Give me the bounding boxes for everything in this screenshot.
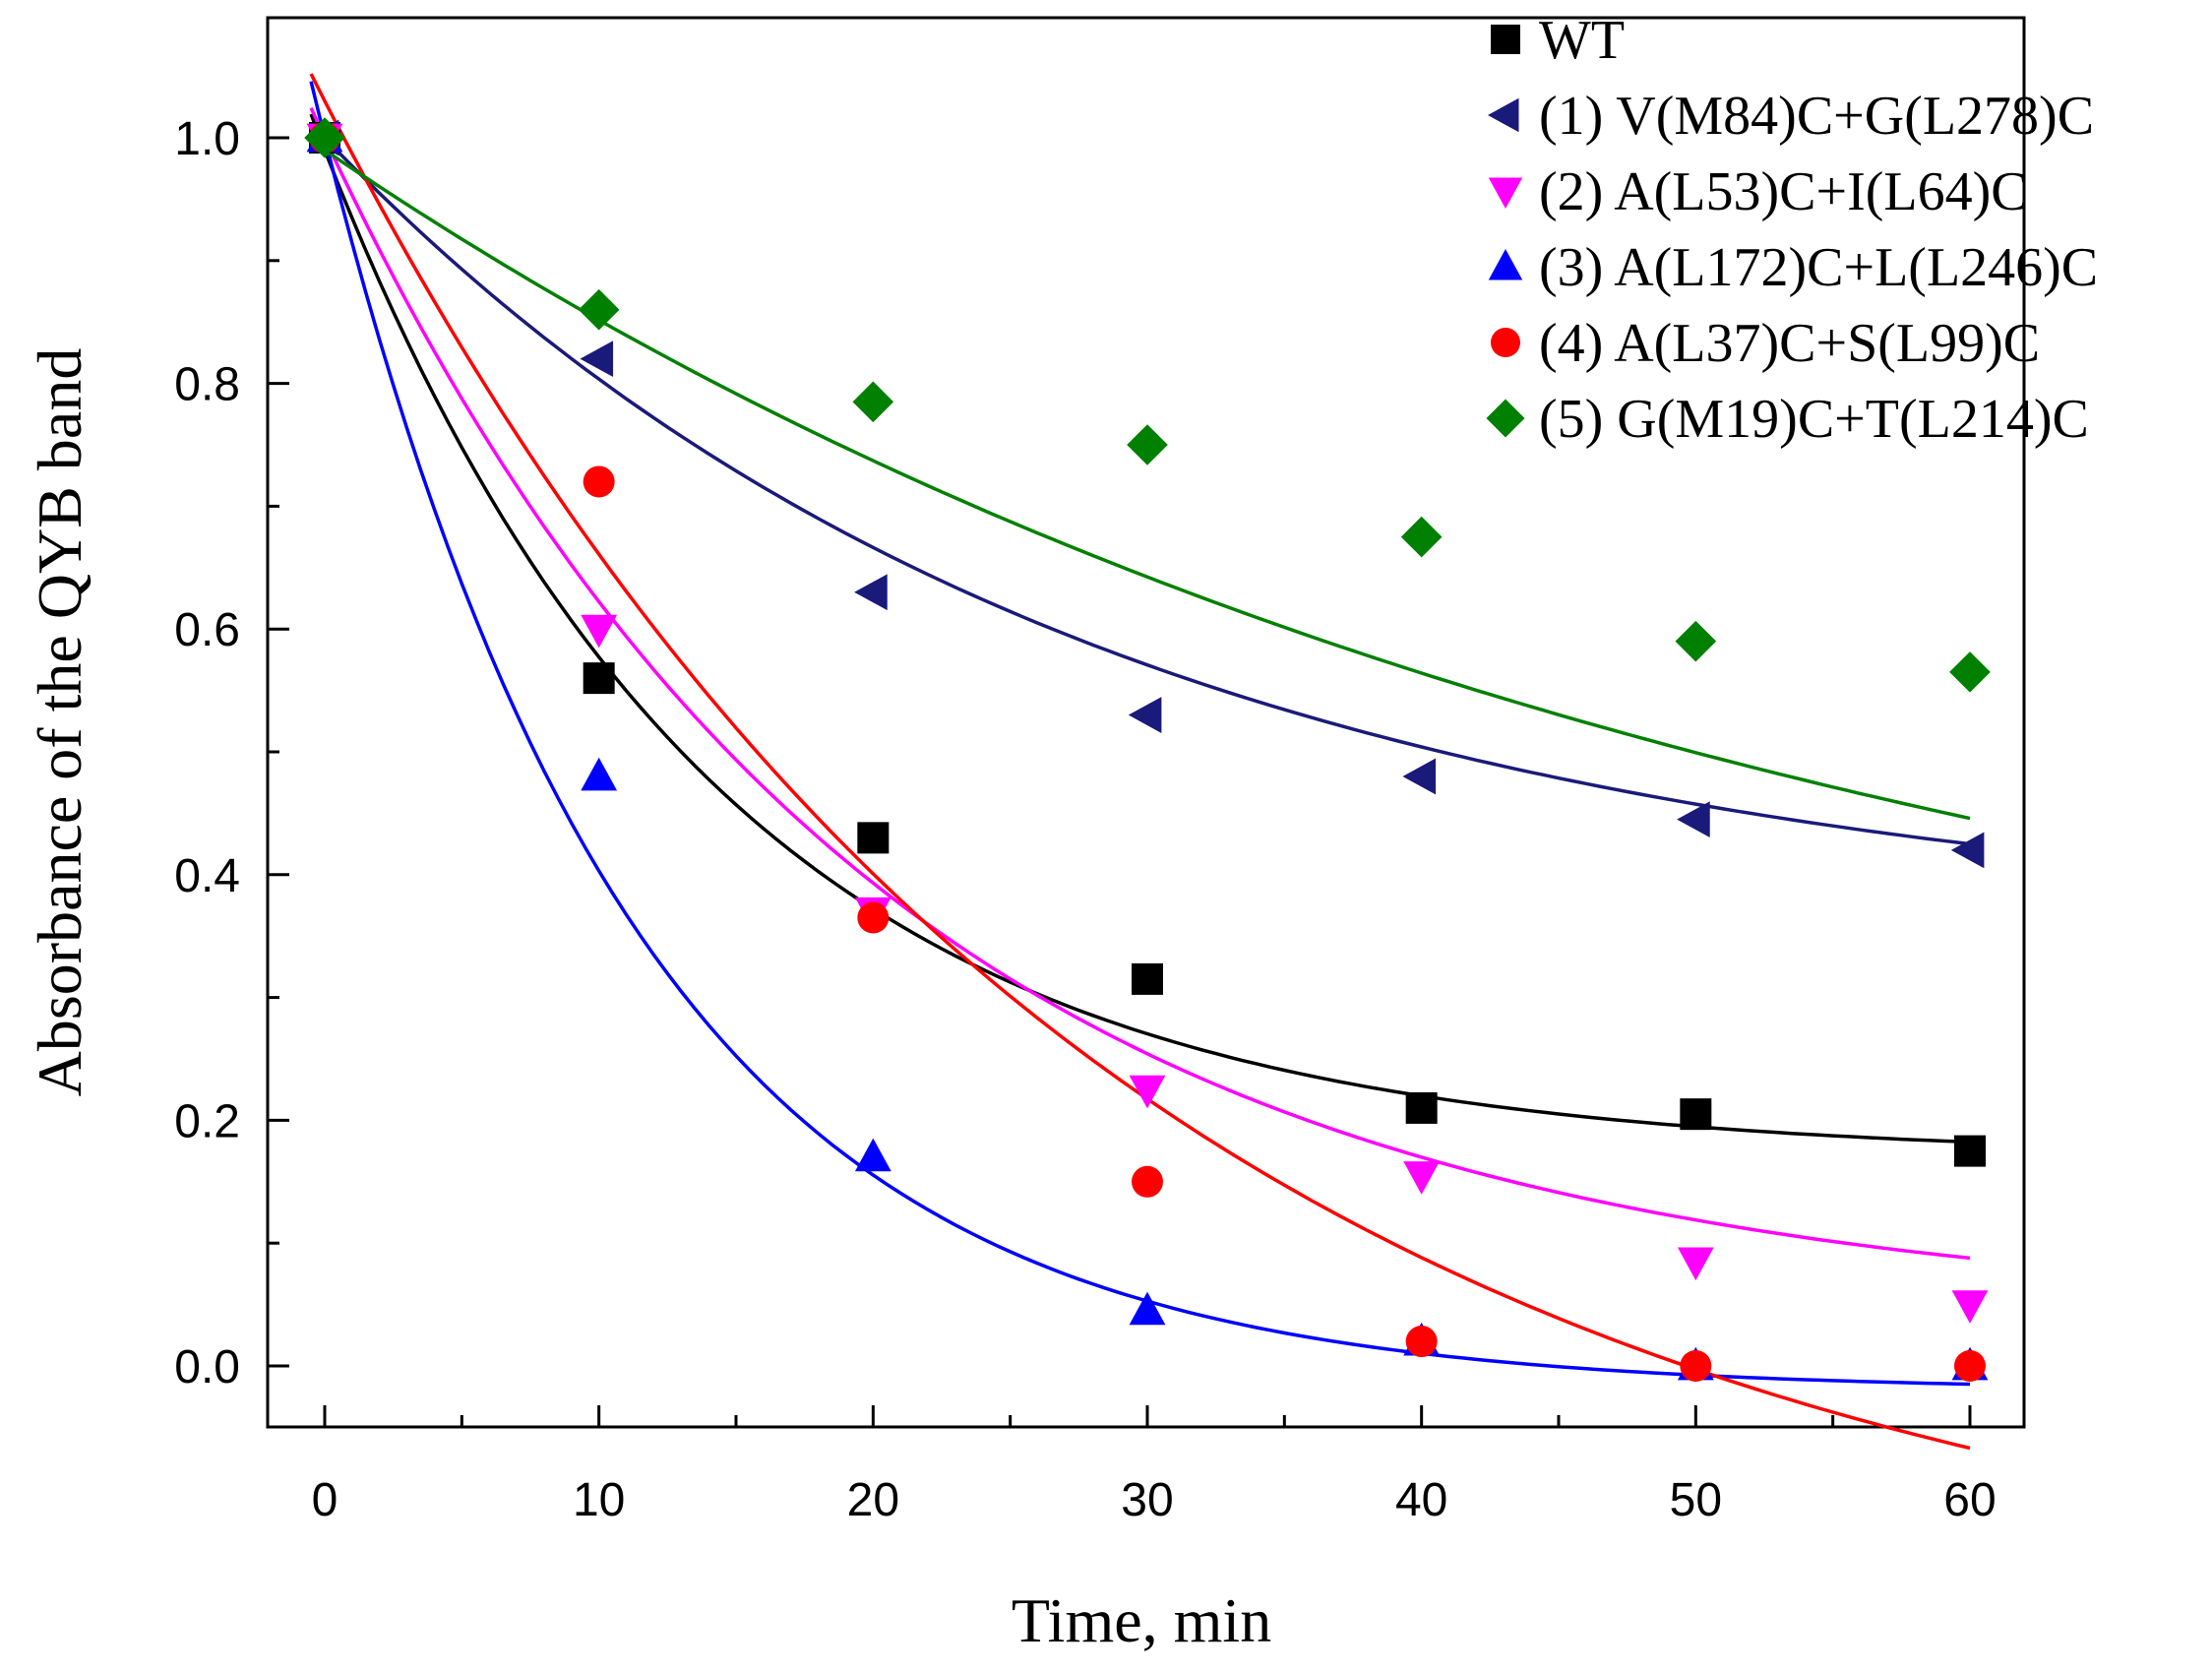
- legend-marker: [1486, 399, 1525, 438]
- data-point-series-0: [1680, 1098, 1712, 1131]
- data-markers: [304, 117, 1991, 1382]
- legend-label: (1) V(M84)C+G(L278)C: [1539, 86, 2094, 147]
- data-point-series-5: [1400, 516, 1443, 558]
- legend-label: (3) A(L172)C+L(L246)C: [1539, 237, 2098, 298]
- data-point-series-1: [580, 341, 614, 378]
- legend-marker: [1488, 97, 1519, 133]
- data-point-series-3: [581, 757, 618, 791]
- data-point-series-1: [1402, 758, 1437, 795]
- data-point-series-2: [1677, 1247, 1714, 1281]
- x-tick-label: 60: [1943, 1474, 1996, 1526]
- data-point-series-2: [1403, 1161, 1441, 1195]
- data-point-series-5: [1949, 651, 1991, 693]
- y-tick-labels: 0.0 0.2 0.4 0.6 0.8 1.0: [174, 113, 240, 1393]
- legend-marker: [1491, 25, 1520, 54]
- data-point-series-0: [1405, 1091, 1438, 1124]
- y-axis-title: Absorbance of the QYB band: [25, 348, 94, 1097]
- x-tick-label: 50: [1670, 1474, 1722, 1526]
- x-tick-labels: 0 10 20 30 40 50 60: [312, 1474, 1997, 1526]
- y-tick-label: 0.6: [174, 604, 240, 656]
- data-point-series-2: [581, 614, 618, 649]
- fit-line-series-2: [309, 106, 1971, 1261]
- y-tick-label: 0.4: [174, 850, 240, 902]
- legend-marker: [1491, 328, 1520, 357]
- data-point-series-1: [854, 574, 888, 611]
- legend-marker: [1488, 177, 1523, 209]
- fit-line-series-1: [309, 122, 1971, 846]
- data-point-series-4: [1405, 1326, 1438, 1358]
- y-tick-label: 0.8: [174, 359, 240, 411]
- y-tick-label: 0.2: [174, 1095, 240, 1147]
- legend-label: (2) A(L53)C+I(L64)C: [1539, 161, 2028, 222]
- data-point-series-1: [1128, 697, 1162, 733]
- data-point-series-0: [857, 822, 890, 854]
- data-point-series-4: [1680, 1350, 1712, 1382]
- data-point-series-4: [583, 465, 615, 498]
- data-point-series-5: [578, 288, 620, 331]
- y-tick-label: 1.0: [174, 113, 240, 165]
- x-axis-title: Time, min: [1012, 1585, 1271, 1655]
- data-point-series-5: [1675, 620, 1717, 662]
- data-point-series-4: [1954, 1350, 1986, 1382]
- data-point-series-0: [1132, 962, 1163, 995]
- data-point-series-1: [1950, 832, 1985, 869]
- ticks: [268, 136, 1972, 1427]
- x-tick-label: 0: [312, 1474, 338, 1526]
- data-point-series-3: [1129, 1291, 1166, 1326]
- data-point-series-5: [1127, 424, 1168, 465]
- x-tick-label: 40: [1395, 1474, 1447, 1526]
- legend-label: WT: [1539, 10, 1625, 71]
- data-point-series-5: [304, 117, 345, 158]
- data-point-series-0: [583, 662, 615, 695]
- legend: WT (1) V(M84)C+G(L278)C (2) A(L53)C+I(L64)…: [1486, 10, 2098, 450]
- x-tick-label: 10: [573, 1474, 625, 1526]
- data-point-series-1: [1677, 801, 1710, 838]
- data-point-series-4: [1132, 1165, 1163, 1198]
- data-point-series-0: [1954, 1135, 1986, 1167]
- legend-label: (4) A(L37)C+S(L99)C: [1539, 313, 2040, 374]
- legend-marker: [1488, 249, 1523, 280]
- x-tick-label: 30: [1121, 1474, 1173, 1526]
- data-point-series-5: [852, 381, 894, 423]
- data-point-series-3: [854, 1138, 891, 1172]
- data-point-series-4: [857, 901, 890, 934]
- y-tick-label: 0.0: [174, 1341, 240, 1393]
- x-tick-label: 20: [847, 1474, 899, 1526]
- legend-label: (5) G(M19)C+T(L214)C: [1539, 389, 2089, 450]
- data-point-series-2: [1129, 1075, 1166, 1109]
- data-point-series-2: [1951, 1290, 1989, 1324]
